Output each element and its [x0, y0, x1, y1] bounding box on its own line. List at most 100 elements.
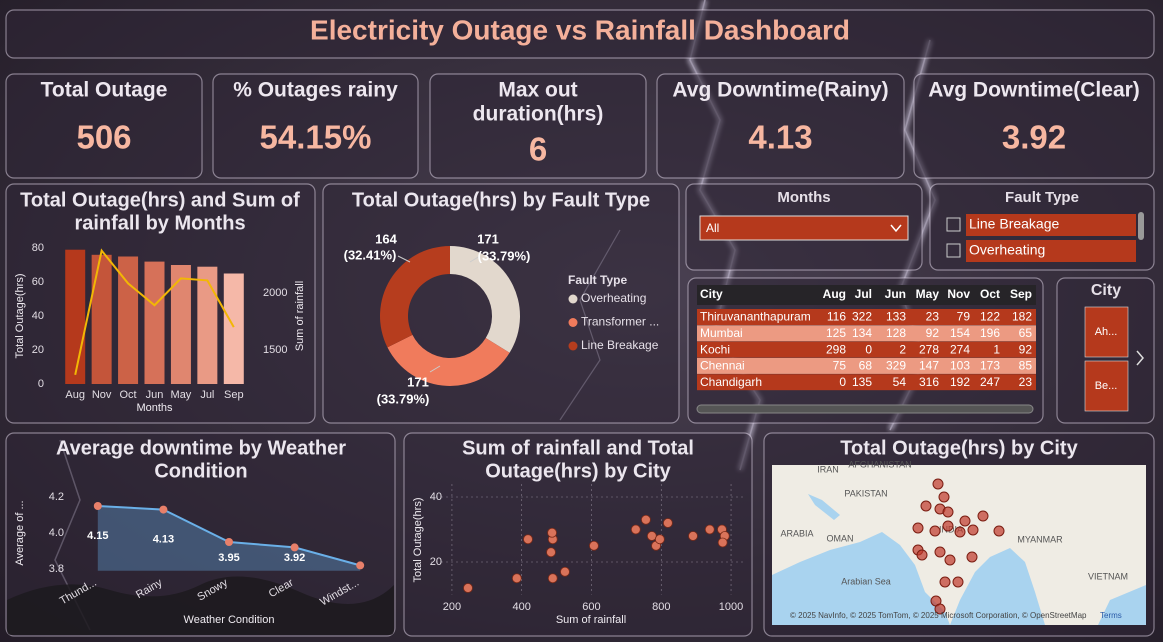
marker	[225, 538, 233, 546]
y-tick-label: 40	[32, 310, 44, 322]
table-cell: 54	[893, 375, 907, 389]
city-button[interactable]	[1084, 360, 1129, 412]
table-cell: 247	[980, 375, 1000, 389]
table-cell: Chandigarh	[700, 375, 762, 389]
panel	[429, 73, 647, 179]
x-tick-label: Jun	[146, 389, 164, 401]
kpi-value: 4.13	[748, 119, 812, 156]
slicer-item[interactable]	[966, 240, 1136, 262]
x-tick-label: 600	[582, 601, 600, 613]
table-cell: 154	[950, 326, 970, 340]
map-sea	[1098, 585, 1146, 625]
data-label: 171	[407, 374, 429, 389]
table-cell: 68	[859, 359, 873, 373]
map-label: ARABIA	[780, 528, 813, 538]
checkbox[interactable]	[946, 243, 961, 258]
marker	[93, 502, 102, 510]
header-panel	[5, 9, 1155, 59]
kpi-label: Total Outage	[41, 79, 168, 102]
map-label: IRAN	[817, 464, 839, 474]
x-tick-label: 400	[513, 601, 531, 613]
legend-marker	[568, 294, 578, 304]
y-tick-label: 0	[38, 378, 44, 390]
scatter-point	[547, 573, 558, 584]
table-cell: 1	[993, 342, 1000, 356]
x-axis-title: Months	[136, 402, 173, 414]
area	[97, 506, 361, 571]
dashboard-title: Electricity Outage vs Rainfall Dashboard	[310, 14, 850, 45]
checkbox[interactable]	[946, 217, 961, 232]
table-cell: 75	[833, 359, 847, 373]
city-button-label: Be...	[1095, 380, 1118, 392]
legend-marker	[568, 318, 578, 327]
legend-label: Transformer ...	[581, 315, 659, 329]
donut-slice	[450, 246, 521, 353]
slicer-title: Months	[777, 189, 830, 206]
y-axis-title: Average of ...	[14, 500, 26, 565]
table-cell: 116	[827, 310, 846, 324]
table-header: Oct	[980, 287, 1000, 301]
x-tick-label: 800	[652, 601, 670, 613]
kpi-value: 54.15%	[260, 119, 372, 156]
map-bubble	[934, 546, 946, 558]
map-bubble	[929, 525, 941, 537]
map-bubble	[938, 491, 950, 503]
scatter-point	[547, 527, 557, 538]
x-tick-label: Oct	[120, 389, 137, 401]
kpi-value: 506	[76, 119, 131, 156]
x-tick-label: 200	[443, 601, 461, 613]
table-header: Nov	[947, 287, 970, 301]
city-button[interactable]	[1084, 306, 1129, 358]
data-label: 3.92	[284, 552, 305, 564]
table-header: Sep	[1010, 287, 1032, 301]
dropdown[interactable]	[699, 215, 909, 241]
map-bubble	[912, 522, 924, 534]
kpi-value: 6	[529, 131, 547, 168]
table-cell: 92	[1019, 342, 1033, 356]
next-arrow[interactable]	[1136, 350, 1144, 366]
scatter-point	[688, 531, 698, 541]
table-cell: 274	[950, 342, 970, 356]
line	[74, 248, 235, 376]
table-cell: Mumbai	[700, 326, 743, 340]
marker	[159, 505, 168, 514]
table-header: Jul	[855, 287, 872, 301]
x-axis-title: Weather Condition	[184, 614, 275, 626]
legend-label: Line Breakage	[581, 338, 659, 352]
table-cell: 298	[826, 342, 846, 356]
y-axis-title: Total Outage(hrs)	[412, 498, 424, 583]
table-cell: 329	[886, 359, 906, 373]
panel	[212, 73, 419, 179]
y-tick-label: 4.2	[49, 491, 64, 503]
map-bubble	[977, 510, 989, 522]
dropdown-value: All	[706, 221, 719, 235]
data-label: 171	[477, 231, 499, 246]
table-cell: Thiruvananthapuram	[700, 310, 811, 324]
scatter-point	[560, 566, 570, 577]
table-cell: 147	[919, 359, 939, 373]
table-cell: 92	[926, 326, 940, 340]
map-bubble	[954, 526, 966, 538]
map-bubble	[952, 576, 964, 588]
x-tick-label: May	[171, 389, 192, 401]
scatter-point	[641, 514, 651, 525]
marker	[356, 561, 365, 570]
scatter-point	[463, 583, 473, 593]
scatter-point	[523, 534, 533, 545]
map-bubble	[939, 576, 951, 588]
map-bubble	[934, 603, 946, 615]
y-tick-label: 4.0	[49, 527, 64, 539]
slicer-title: City	[1091, 282, 1121, 299]
table-cell: 134	[852, 326, 872, 340]
legend-marker	[568, 341, 578, 351]
legend-label: Overheating	[581, 291, 646, 305]
y-axis-title: Total Outage(hrs)	[14, 274, 26, 359]
table-cell: Kochi	[700, 342, 730, 356]
y2-tick-label: 2000	[263, 287, 287, 299]
bar	[65, 249, 86, 384]
kpi-label: duration(hrs)	[473, 103, 604, 126]
table-cell: 182	[1012, 310, 1032, 324]
panel	[5, 73, 203, 179]
panel	[913, 73, 1155, 179]
slicer-item[interactable]	[966, 214, 1136, 236]
